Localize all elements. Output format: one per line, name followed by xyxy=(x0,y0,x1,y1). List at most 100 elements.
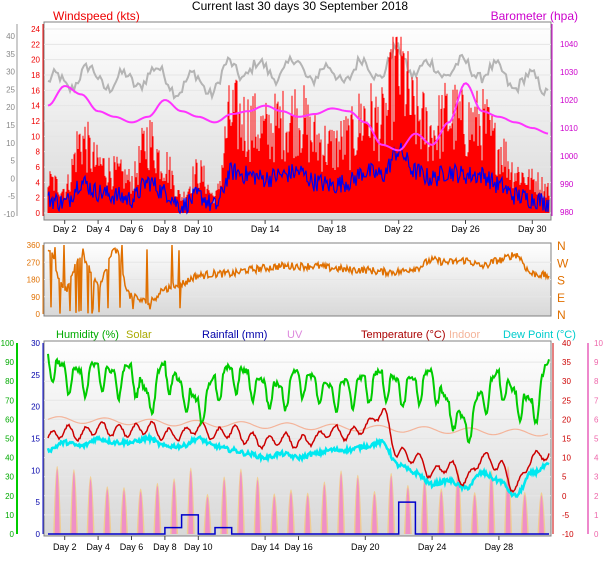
rainfall-tick-label: 15 xyxy=(31,435,40,444)
wind-x-tick-label: Day 22 xyxy=(384,224,413,234)
temperature-tick-label: 20 xyxy=(562,415,571,424)
humidity-tick-label: 10 xyxy=(5,511,14,520)
direction-degree-tick-label: 180 xyxy=(27,276,41,285)
wind-inner-tick-label: 22 xyxy=(31,40,40,49)
temperature-x-tick-label: Day 8 xyxy=(153,542,177,552)
uv-spike xyxy=(355,477,361,534)
direction-compass-tick-label: N xyxy=(557,308,566,322)
wind-x-tick-label: Day 30 xyxy=(518,224,547,234)
uv-tick-label: 8 xyxy=(594,377,599,386)
uv-spike xyxy=(305,495,311,534)
uv-spike xyxy=(422,482,428,534)
rainfall-tick-label: 0 xyxy=(36,530,41,539)
wind-inner-tick-label: 16 xyxy=(31,86,40,95)
uv-spike xyxy=(104,489,110,534)
temperature-x-tick-label: Day 2 xyxy=(53,542,77,552)
rainfall-tick-label: 5 xyxy=(36,498,41,507)
uv-spike xyxy=(338,473,344,534)
barometer-axis: 1040 1030 1020 1010 1000 990 980 xyxy=(551,24,578,217)
humidity-tick-label: 100 xyxy=(1,339,15,348)
chart-title: Current last 30 days 30 September 2018 xyxy=(192,0,408,13)
temperature-tick-label: 15 xyxy=(562,435,571,444)
uv-tick-label: 1 xyxy=(594,511,599,520)
uv-spike xyxy=(288,492,294,534)
humidity-tick-label: 20 xyxy=(5,492,14,501)
uv-spike xyxy=(321,484,327,534)
humidity-tick-label: 70 xyxy=(5,396,14,405)
temperature-tick-label: 30 xyxy=(562,377,571,386)
uv-spike xyxy=(388,475,394,534)
humidity-tick-label: 60 xyxy=(5,415,14,424)
rainfall-label: Rainfall (mm) xyxy=(202,329,267,341)
wind-outer-tick-label: 20 xyxy=(6,103,15,112)
uv-spike xyxy=(472,495,478,534)
humidity-line xyxy=(47,353,550,445)
humidity-label: Humidity (%) xyxy=(56,329,119,341)
wind-x-tick-label: Day 18 xyxy=(318,224,347,234)
humidity-tick-label: 0 xyxy=(10,530,15,539)
uv-spike xyxy=(171,481,177,534)
temperature-x-tick-label: Day 4 xyxy=(86,542,110,552)
humidity-tick-label: 50 xyxy=(5,435,14,444)
temperature-tick-label: 40 xyxy=(562,339,571,348)
uv-spike xyxy=(54,469,60,534)
temperature-data xyxy=(46,353,550,535)
uv-tick-label: 0 xyxy=(594,530,599,539)
temperature-tick-label: 5 xyxy=(562,473,567,482)
temperature-x-axis: Day 2 Day 4 Day 6 Day 8 Day 10 Day 14 Day 16 Da… xyxy=(53,536,513,552)
uv-spike xyxy=(88,479,94,534)
direction-compass-tick-label: N xyxy=(557,239,566,253)
wind-outer-tick-label: 0 xyxy=(11,174,16,183)
direction-compass-tick-label: E xyxy=(557,291,565,305)
indoor-label: Indoor xyxy=(449,329,481,341)
uv-spike xyxy=(438,491,444,534)
wind-inner-tick-label: 18 xyxy=(31,71,40,80)
temperature-x-tick-label: Day 14 xyxy=(251,542,280,552)
uv-spike xyxy=(405,487,411,534)
uv-spike xyxy=(204,496,210,534)
temperature-tick-label: 0 xyxy=(562,492,567,501)
uv-spike xyxy=(154,485,160,534)
wind-inner-tick-label: 6 xyxy=(36,163,41,172)
temperature-tick-label: -10 xyxy=(562,530,574,539)
wind-data xyxy=(47,36,550,215)
humidity-tick-label: 80 xyxy=(5,377,14,386)
rainfall-tick-label: 10 xyxy=(31,466,40,475)
wind-outer-tick-label: 10 xyxy=(6,139,15,148)
wind-inner-tick-label: 8 xyxy=(36,148,41,157)
uv-spike xyxy=(138,491,144,534)
windspeed-label: Windspeed (kts) xyxy=(53,9,140,23)
wind-x-tick-label: Day 4 xyxy=(86,224,110,234)
barometer-tick-label: 1000 xyxy=(560,152,578,161)
direction-degree-tick-label: 360 xyxy=(27,241,41,250)
wind-outer-tick-label: 35 xyxy=(6,50,15,59)
uv-tick-label: 9 xyxy=(594,358,599,367)
wind-x-axis: Day 2 Day 4 Day 6 Day 8 Day 10 Day 14 Day 18 Da… xyxy=(53,220,547,234)
rainfall-axis: 30 25 20 15 10 5 0 xyxy=(31,339,44,539)
direction-grid xyxy=(44,261,551,298)
direction-compass-tick-label: W xyxy=(557,256,569,270)
uv-spike xyxy=(538,495,544,534)
uv-tick-label: 3 xyxy=(594,473,599,482)
barometer-tick-label: 990 xyxy=(560,180,574,189)
wind-x-tick-label: Day 2 xyxy=(53,224,77,234)
rainfall-line xyxy=(48,501,549,535)
uv-spike xyxy=(71,472,77,534)
wind-outer-tick-label: -10 xyxy=(3,210,15,219)
temperature-x-tick-label: Day 28 xyxy=(485,542,514,552)
direction-degree-tick-label: 0 xyxy=(36,310,41,319)
temperature-x-tick-label: Day 16 xyxy=(284,542,313,552)
barometer-label: Barometer (hpa) xyxy=(491,9,578,23)
uv-spike xyxy=(371,493,377,534)
temperature-x-tick-label: Day 10 xyxy=(184,542,213,552)
indoor-temperature-line xyxy=(47,416,549,437)
wind-x-tick-label: Day 10 xyxy=(184,224,213,234)
temperature-tick-label: -5 xyxy=(562,511,570,520)
direction-data xyxy=(47,244,550,314)
temperature-x-tick-label: Day 24 xyxy=(418,542,447,552)
rainfall-tick-label: 20 xyxy=(31,403,40,412)
dew-point-line xyxy=(46,431,550,499)
uv-spike xyxy=(255,479,261,534)
